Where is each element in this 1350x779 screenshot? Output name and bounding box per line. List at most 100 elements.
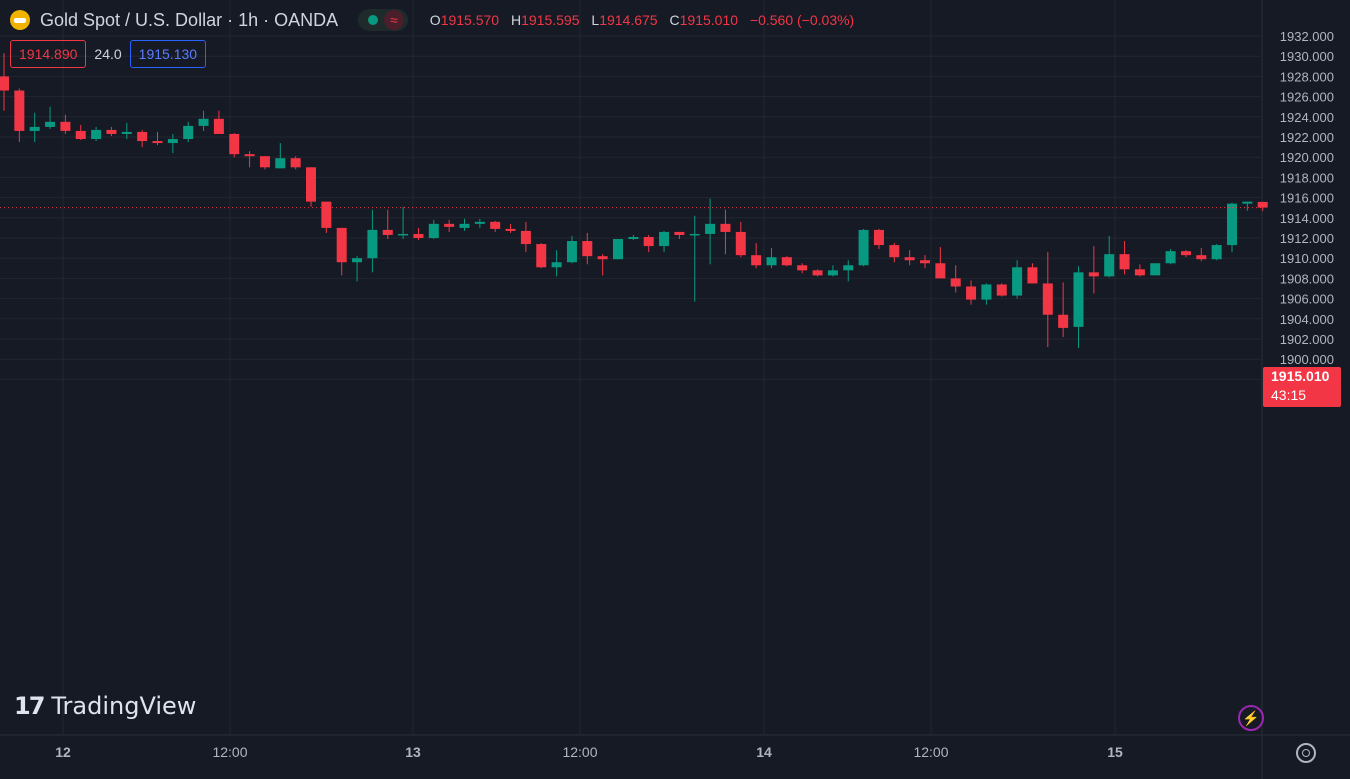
settings-icon[interactable] (1296, 743, 1316, 763)
symbol-title[interactable]: Gold Spot / U.S. Dollar · 1h · OANDA (40, 9, 339, 30)
candle (643, 234, 654, 253)
candle-body (1150, 263, 1161, 276)
bar-countdown: 43:15 (1271, 387, 1307, 403)
last-price-value: 1915.010 (1271, 368, 1330, 384)
candle-body (382, 229, 393, 235)
candle (474, 218, 485, 228)
price-tick-label: 1902.000 (1280, 332, 1334, 347)
candle (336, 227, 347, 276)
candle-body (367, 229, 378, 259)
open-value: 1915.570 (440, 12, 500, 28)
price-tick-label: 1920.000 (1280, 150, 1334, 165)
candle (352, 256, 363, 282)
buy-button[interactable]: 1915.130 (129, 40, 207, 68)
candle (827, 265, 838, 277)
candle (229, 132, 240, 158)
candle-body (827, 270, 838, 276)
price-axis[interactable]: 1932.000 1930.000 1928.000 1926.000 1924.000… (1280, 29, 1334, 387)
candle-body (490, 221, 501, 229)
candle-body (797, 265, 808, 271)
candle-body (106, 129, 117, 134)
candle (137, 129, 148, 148)
candle (505, 223, 516, 233)
price-tick-label: 1928.000 (1280, 69, 1334, 84)
candle (1227, 202, 1237, 253)
candle (781, 256, 792, 267)
price-tick-label: 1912.000 (1280, 231, 1334, 246)
candle-body (689, 233, 700, 236)
market-status[interactable]: ≈ (358, 9, 408, 31)
candle-body (1119, 254, 1130, 270)
watermark-text: TradingView (51, 692, 197, 720)
time-axis[interactable]: 12 12:00 13 12:00 14 12:00 15 (55, 744, 1123, 760)
candle (121, 122, 132, 140)
tradingview-watermark[interactable]: 17 TradingView (14, 692, 196, 720)
candle-body (321, 201, 332, 228)
price-tick-label: 1916.000 (1280, 191, 1334, 206)
candle-body (213, 118, 224, 134)
candle-body (152, 141, 163, 144)
high-label: H (510, 12, 522, 28)
candle (1119, 241, 1130, 275)
candle-body (183, 125, 194, 140)
candle (91, 126, 102, 142)
candle (413, 227, 424, 241)
candle-body (398, 233, 409, 236)
candle-body (428, 223, 439, 238)
spread-value: 24.0 (94, 46, 122, 62)
candle-body (566, 241, 577, 263)
candle-body (904, 257, 915, 261)
candle-body (720, 223, 731, 232)
candle (244, 151, 255, 168)
candle (1042, 252, 1053, 348)
sell-button[interactable]: 1914.890 (10, 40, 87, 68)
candle (382, 209, 393, 240)
candle-body (444, 223, 455, 227)
price-tick-label: 1926.000 (1280, 90, 1334, 105)
candle (1180, 250, 1191, 258)
candle (459, 218, 470, 231)
candle-body (336, 227, 347, 263)
candle-body (290, 158, 301, 168)
candle (935, 247, 946, 279)
candle-body (1180, 251, 1191, 256)
candle (889, 243, 900, 263)
candle (566, 235, 577, 264)
candle-body (75, 130, 86, 140)
candle (613, 239, 623, 260)
time-tick-label: 15 (1107, 744, 1123, 760)
candle (873, 228, 884, 250)
candle-body (920, 260, 930, 264)
open-label: O (429, 12, 441, 28)
candle-body (981, 284, 992, 300)
candle-body (45, 121, 56, 127)
candle (689, 215, 700, 302)
ohlc-values: O1915.570 H1915.595 L1914.675 C1915.010 … (430, 12, 862, 28)
candle (1088, 246, 1099, 294)
candle (659, 230, 670, 253)
candle-body (1042, 283, 1053, 315)
price-tick-label: 1932.000 (1280, 29, 1334, 44)
candle (367, 209, 378, 273)
candle-body (643, 236, 654, 247)
candle-body (520, 230, 531, 245)
candle (428, 219, 439, 240)
lightning-icon[interactable]: ⚡ (1238, 705, 1264, 731)
time-tick-label: 13 (405, 744, 421, 760)
candle-body (167, 139, 178, 144)
candle (1242, 201, 1253, 211)
candle-body (1211, 245, 1222, 260)
candle (520, 221, 531, 253)
candle (1027, 263, 1038, 284)
low-label: L (591, 12, 600, 28)
candles (0, 53, 1268, 349)
time-tick-label: 14 (756, 744, 772, 760)
candle (858, 228, 869, 267)
candle (183, 121, 194, 143)
candle-body (1027, 267, 1038, 284)
candle (198, 110, 209, 131)
candle (29, 112, 40, 143)
candle-body (1227, 203, 1237, 246)
candle (966, 280, 977, 305)
